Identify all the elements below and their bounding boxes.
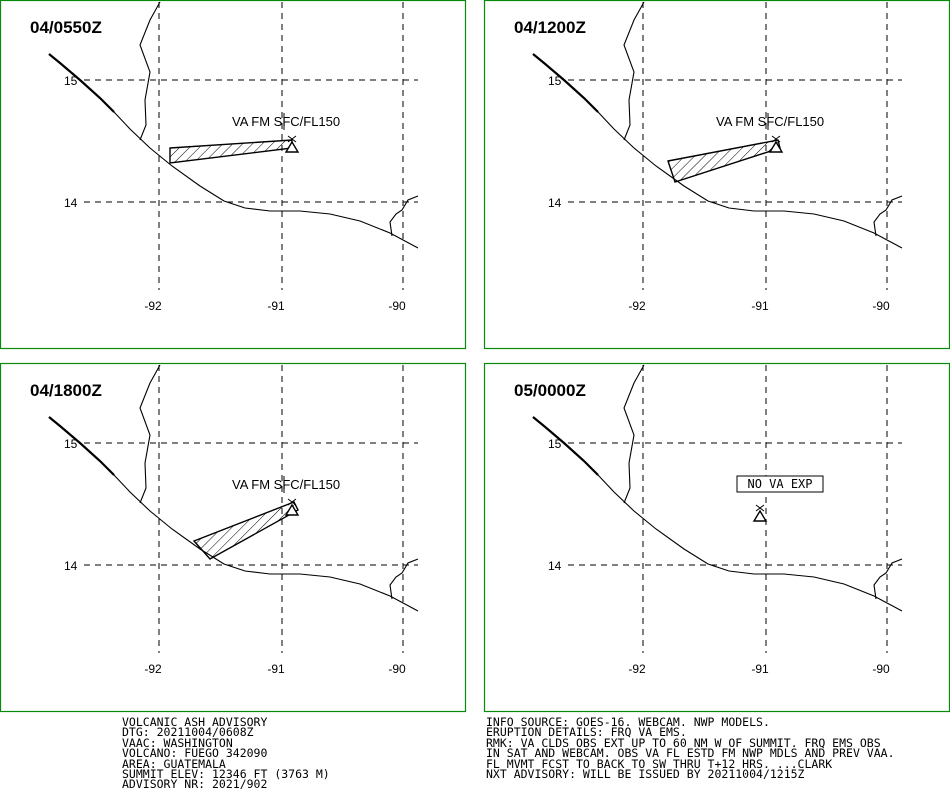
advisory-remark-line: FL MVMT FCST TO BACK TO SW THRU T+12 HRS…: [486, 756, 833, 771]
advisory-header-line: VAAC: WASHINGTON: [122, 735, 233, 750]
advisory-remark-line: RMK: VA CLDS OBS EXT UP TO 60 NM W OF SU…: [486, 735, 881, 750]
country-border: [139, 364, 161, 504]
map-panel: 15 14 -92 -91 -90 04/0550Z VA FM SFC/FL150: [0, 0, 467, 350]
eruption-mark: [287, 498, 297, 506]
map-panel: 15 14 -92 -91 -90 05/0000Z NO VA EXP: [483, 362, 950, 713]
valid-time-label: 04/1800Z: [30, 381, 102, 400]
country-border-east: [389, 558, 419, 600]
panel-frame: [483, 362, 950, 713]
longitude-label: -90: [872, 299, 890, 313]
map-panel: 15 14 -92 -91 -90 04/1200Z VA FM SFC/FL150: [483, 0, 950, 350]
latitude-label: 14: [64, 196, 78, 210]
longitude-label: -91: [267, 299, 285, 313]
longitude-label: -92: [628, 662, 646, 676]
latitude-label: 15: [64, 437, 78, 451]
coastline-bold-segment: [532, 416, 599, 476]
longitude-label: -92: [144, 662, 162, 676]
no-ash-label-box: [736, 475, 824, 493]
coastline-bold-segment: [532, 53, 599, 113]
no-ash-label: NO VA EXP: [747, 477, 812, 491]
country-border: [623, 1, 645, 141]
advisory-header-block: VOLCANIC ASH ADVISORY DTG: 20211004/0608Z…: [122, 715, 330, 792]
latitude-label: 14: [548, 196, 562, 210]
advisory-remark-line: ERUPTION DETAILS: FRQ VA EMS.: [486, 725, 687, 740]
valid-time-label: 05/0000Z: [514, 381, 586, 400]
volcano-icon: [752, 509, 768, 522]
longitude-label: -90: [388, 299, 406, 313]
ash-level-label: VA FM SFC/FL150: [232, 477, 340, 492]
country-border-east: [389, 195, 419, 237]
advisory-remark-line: INFO SOURCE: GOES-16. WEBCAM. NWP MODELS…: [486, 715, 770, 729]
volcano-icon: [284, 140, 300, 153]
latitude-label: 15: [548, 437, 562, 451]
valid-time-label: 04/0550Z: [30, 18, 102, 37]
eruption-mark: [771, 135, 781, 143]
advisory-remarks-block: INFO SOURCE: GOES-16. WEBCAM. NWP MODELS…: [486, 715, 895, 781]
latitude-label: 14: [548, 559, 562, 573]
advisory-header-line: VOLCANIC ASH ADVISORY: [122, 715, 268, 729]
advisory-header-line: ADVISORY NR: 2021/902: [122, 777, 268, 792]
advisory-remark-line: NXT ADVISORY: WILL BE ISSUED BY 20211004…: [486, 766, 805, 781]
valid-time-label: 04/1200Z: [514, 18, 586, 37]
latitude-label: 15: [548, 74, 562, 88]
latitude-label: 14: [64, 559, 78, 573]
volcano-icon: [284, 503, 300, 516]
country-border-east: [873, 195, 903, 237]
panel-frame: [0, 0, 467, 350]
country-border-east: [873, 558, 903, 600]
advisory-header-line: AREA: GUATEMALA: [122, 756, 226, 771]
ash-level-label: VA FM SFC/FL150: [716, 114, 824, 129]
ash-cloud-area: [192, 501, 299, 560]
map-panel: 15 14 -92 -91 -90 04/1800Z VA FM SFC/FL150: [0, 362, 467, 713]
country-border: [139, 1, 161, 141]
longitude-label: -90: [872, 662, 890, 676]
coastline-bold-segment: [48, 416, 115, 476]
volcano-icon: [768, 140, 784, 153]
coastline-bold-segment: [48, 53, 115, 113]
longitude-label: -91: [751, 662, 769, 676]
longitude-label: -90: [388, 662, 406, 676]
country-border: [623, 364, 645, 504]
longitude-label: -91: [267, 662, 285, 676]
advisory-header-line: DTG: 20211004/0608Z: [122, 725, 254, 740]
panel-frame: [483, 0, 950, 350]
longitude-label: -92: [628, 299, 646, 313]
ash-level-label: VA FM SFC/FL150: [232, 114, 340, 129]
longitude-label: -92: [144, 299, 162, 313]
latitude-label: 15: [64, 74, 78, 88]
advisory-header-line: VOLCANO: FUEGO 342090: [122, 746, 268, 761]
advisory-header-line: SUMMIT ELEV: 12346 FT (3763 M): [122, 766, 330, 781]
eruption-mark: [287, 135, 297, 143]
advisory-remark-line: IN SAT AND WEBCAM. OBS VA FL ESTD FM NWP…: [486, 746, 895, 761]
eruption-mark: [755, 504, 765, 512]
longitude-label: -91: [751, 299, 769, 313]
